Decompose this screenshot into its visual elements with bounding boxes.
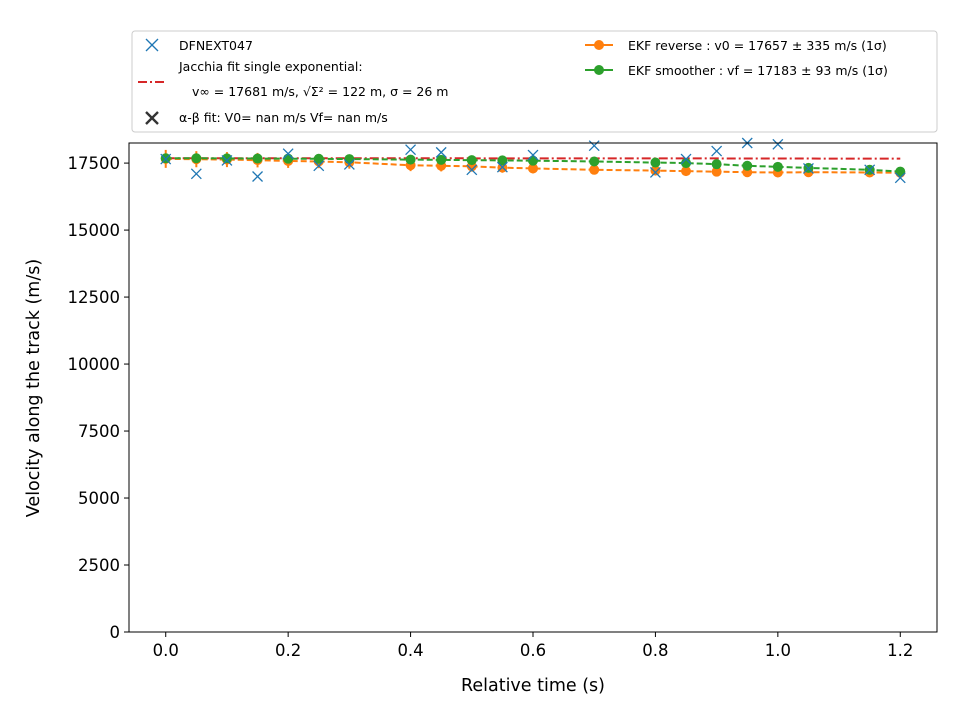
point-ekf-reverse [650,165,661,176]
point-ekf-smoother [221,153,232,164]
point-ekf-smoother [895,166,906,177]
point-obs [343,158,355,170]
point-ekf-reverse [589,164,600,175]
point-obs [711,145,723,157]
point-obs [313,160,325,172]
x-marker-icon [145,38,159,52]
legend-label-obs: DFNEXT047 [179,38,253,53]
point-ekf-smoother [283,153,294,164]
point-ekf-smoother [589,156,600,167]
point-ekf-smoother [436,154,447,165]
legend-entry-jacchia: Jacchia fit single exponential: v∞ = 176… [138,59,448,99]
legend-label-ekf-smoother: EKF smoother : vf = 17183 ± 93 m/s (1σ) [628,63,888,78]
point-obs [588,140,600,152]
point-ekf-smoother [191,153,202,164]
point-obs [772,138,784,150]
point-ekf-smoother [528,155,538,166]
plot-area [129,143,937,632]
point-ekf-smoother [711,159,722,170]
y-tick-label: 10000 [68,355,121,374]
point-ekf-reverse [711,166,722,177]
point-obs [527,149,539,161]
y-tick-label: 7500 [78,422,120,441]
x-tick-label: 0.8 [642,641,668,660]
legend-label-alphabeta: α-β fit: V0= nan m/s Vf= nan m/s [179,110,388,125]
point-obs [894,172,906,184]
y-tick-label: 12500 [68,288,121,307]
point-ekf-smoother [772,161,783,172]
x-tick-label: 0.6 [520,641,546,660]
legend-entry-ekf-smoother: EKF smoother : vf = 17183 ± 93 m/s (1σ) [585,63,888,78]
bold-x-marker-icon [145,111,159,125]
point-obs [160,153,172,165]
y-tick-label: 15000 [68,221,121,240]
point-obs [190,168,202,180]
y-ticks: 0 2500 5000 7500 10000 12500 15000 17500 [68,154,129,642]
point-obs [680,153,692,165]
point-ekf-smoother [344,154,355,165]
point-ekf-reverse [681,166,692,177]
x-tick-label: 1.0 [765,641,791,660]
legend-label-ekf-reverse: EKF reverse : v0 = 17657 ± 335 m/s (1σ) [628,38,887,53]
point-obs [466,164,478,176]
point-obs [252,171,264,182]
point-ekf-smoother [742,160,753,171]
x-axis-label: Relative time (s) [461,676,605,696]
legend-entry-obs: DFNEXT047 [145,38,253,53]
x-tick-label: 0.4 [397,641,423,660]
x-tick-label: 0.2 [275,641,301,660]
orange-dot-icon [594,40,604,50]
legend-entry-alphabeta: α-β fit: V0= nan m/s Vf= nan m/s [145,110,388,125]
point-ekf-smoother [650,157,661,168]
point-obs [496,161,508,173]
y-axis-label: Velocity along the track (m/s) [24,259,44,517]
legend-label-jacchia-line1: Jacchia fit single exponential: [178,59,363,74]
x-ticks: 0.0 0.2 0.4 0.6 0.8 1.0 1.2 [153,632,913,660]
legend: DFNEXT047 Jacchia fit single exponential… [131,30,938,133]
point-ekf-smoother [313,153,324,164]
x-tick-label: 1.2 [887,641,913,660]
point-ekf-smoother [497,155,508,166]
green-dot-icon [594,65,604,75]
legend-entry-ekf-reverse: EKF reverse : v0 = 17657 ± 335 m/s (1σ) [585,38,887,53]
y-tick-label: 0 [110,623,121,642]
point-ekf-smoother [252,153,263,164]
point-obs [435,146,447,158]
point-ekf-smoother [681,158,692,169]
point-obs [282,148,294,160]
y-tick-label: 2500 [78,556,120,575]
series-layer [160,137,906,184]
legend-box [131,30,938,133]
point-obs [649,167,661,178]
point-obs [802,162,814,174]
point-obs [405,144,417,156]
x-tick-label: 0.0 [153,641,179,660]
point-obs [864,164,876,176]
point-ekf-smoother [405,154,416,165]
point-ekf-reverse [528,163,538,174]
y-tick-label: 17500 [68,154,121,173]
y-tick-label: 5000 [78,489,120,508]
point-ekf-smoother [466,155,477,166]
point-obs [221,154,233,166]
legend-label-jacchia-line2: v∞ = 17681 m/s, √Σ² = 122 m, σ = 26 m [192,84,448,99]
